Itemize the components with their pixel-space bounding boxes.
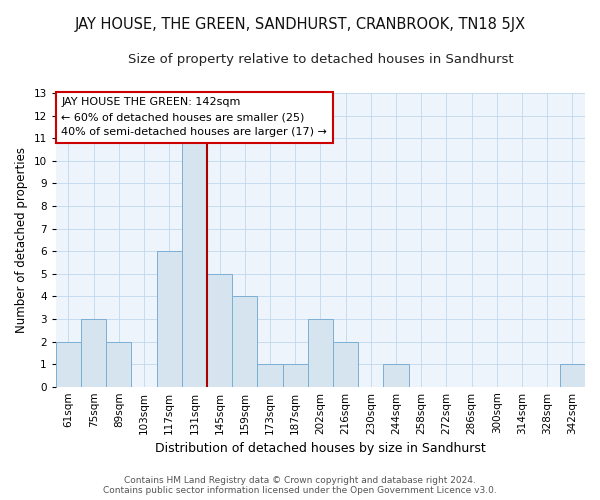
- Bar: [56, 342, 81, 386]
- Y-axis label: Number of detached properties: Number of detached properties: [15, 147, 28, 333]
- Bar: [560, 364, 585, 386]
- Bar: [182, 138, 207, 386]
- Bar: [257, 364, 283, 386]
- Bar: [207, 274, 232, 386]
- Bar: [333, 342, 358, 386]
- X-axis label: Distribution of detached houses by size in Sandhurst: Distribution of detached houses by size …: [155, 442, 486, 455]
- Bar: [308, 319, 333, 386]
- Bar: [283, 364, 308, 386]
- Title: Size of property relative to detached houses in Sandhurst: Size of property relative to detached ho…: [128, 52, 513, 66]
- Text: JAY HOUSE THE GREEN: 142sqm
← 60% of detached houses are smaller (25)
40% of sem: JAY HOUSE THE GREEN: 142sqm ← 60% of det…: [61, 98, 327, 137]
- Text: JAY HOUSE, THE GREEN, SANDHURST, CRANBROOK, TN18 5JX: JAY HOUSE, THE GREEN, SANDHURST, CRANBRO…: [74, 18, 526, 32]
- Bar: [232, 296, 257, 386]
- Bar: [157, 251, 182, 386]
- Bar: [106, 342, 131, 386]
- Bar: [81, 319, 106, 386]
- Bar: [383, 364, 409, 386]
- Text: Contains HM Land Registry data © Crown copyright and database right 2024.
Contai: Contains HM Land Registry data © Crown c…: [103, 476, 497, 495]
